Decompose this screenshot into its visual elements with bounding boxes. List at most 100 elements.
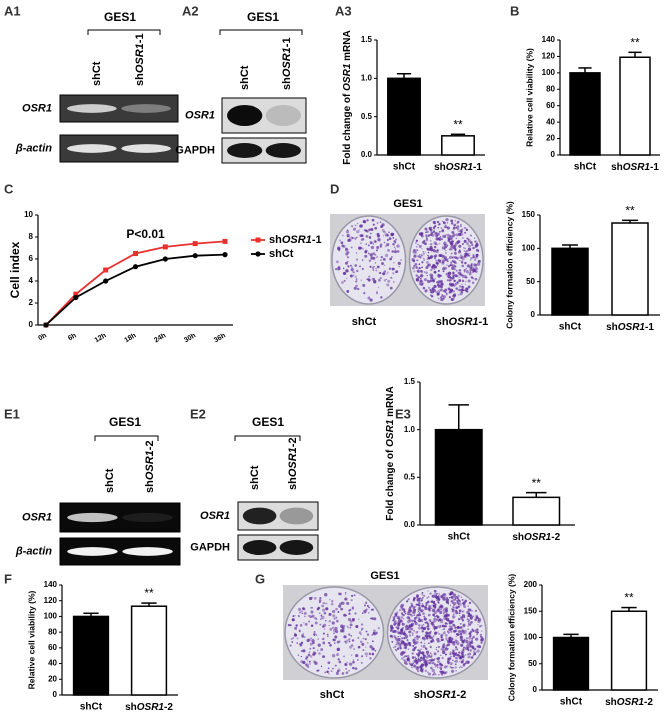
- colony: [337, 247, 341, 251]
- colony: [458, 250, 461, 252]
- colony: [397, 261, 401, 265]
- colony: [450, 261, 453, 264]
- colony: [473, 651, 475, 653]
- colony: [481, 630, 483, 632]
- colony: [452, 255, 455, 259]
- significance: **: [625, 204, 635, 218]
- colony: [446, 623, 448, 625]
- colony: [450, 219, 453, 223]
- colony: [373, 239, 377, 244]
- colony: [412, 606, 416, 609]
- colony: [371, 617, 374, 620]
- colony: [361, 612, 364, 614]
- colony: [425, 236, 428, 239]
- colony: [325, 602, 328, 605]
- colony: [421, 280, 424, 282]
- colony: [398, 608, 402, 612]
- colony: [364, 250, 368, 254]
- colony: [472, 615, 475, 618]
- colony: [359, 224, 362, 227]
- lane-label: shOSR1-2: [287, 437, 299, 490]
- colony: [448, 255, 453, 259]
- colony: [452, 606, 455, 608]
- colony: [451, 266, 455, 270]
- colony: [467, 279, 471, 283]
- colony: [442, 643, 446, 647]
- plate-label: shOSR1-1: [436, 316, 489, 328]
- colony: [431, 673, 434, 676]
- colony: [353, 227, 357, 231]
- colony: [432, 620, 436, 624]
- colony: [434, 592, 438, 596]
- colony: [336, 640, 340, 644]
- colony: [424, 242, 427, 246]
- colony: [455, 287, 458, 290]
- colony: [344, 640, 347, 643]
- colony: [427, 642, 430, 645]
- colony: [452, 226, 456, 230]
- colony: [469, 271, 472, 273]
- colony: [458, 244, 462, 248]
- colony: [416, 637, 419, 640]
- colony: [383, 241, 386, 244]
- colony: [302, 660, 306, 664]
- colony: [398, 639, 400, 642]
- colony: [456, 596, 459, 600]
- colony: [474, 267, 478, 271]
- colony: [409, 662, 411, 665]
- colony: [353, 286, 357, 290]
- colony: [325, 620, 327, 622]
- colony: [360, 633, 362, 635]
- colony: [376, 249, 378, 252]
- y-axis-label: Colony formation efficiency (%): [504, 201, 514, 329]
- colony: [401, 603, 405, 607]
- gel-band: [121, 104, 171, 113]
- colony: [474, 240, 477, 243]
- colony: [348, 638, 351, 641]
- colony: [397, 632, 400, 635]
- colony: [312, 647, 315, 650]
- colony: [424, 289, 428, 293]
- colony: [418, 267, 421, 270]
- colony: [452, 271, 455, 275]
- colony: [366, 633, 370, 636]
- colony: [423, 642, 426, 645]
- colony: [423, 615, 426, 618]
- colony: [464, 639, 467, 642]
- colony: [450, 596, 452, 599]
- colony: [352, 666, 355, 670]
- colony: [464, 275, 467, 277]
- y-tick-label: 8: [29, 232, 34, 241]
- colony: [430, 268, 433, 272]
- y-tick-label: 150: [524, 606, 538, 615]
- colony: [471, 281, 475, 284]
- colony: [462, 623, 466, 627]
- colony: [372, 223, 375, 226]
- colony: [430, 280, 433, 282]
- colony: [431, 638, 435, 642]
- colony: [372, 632, 375, 634]
- colony: [434, 255, 437, 258]
- point: [103, 267, 109, 273]
- colony: [348, 633, 351, 636]
- colony: [344, 593, 347, 596]
- colony: [453, 606, 456, 609]
- colony: [477, 618, 482, 622]
- colony: [424, 669, 427, 672]
- y-tick-label: 0: [533, 685, 538, 694]
- point: [43, 322, 49, 328]
- colony: [438, 242, 441, 245]
- panel-label: C: [4, 181, 14, 196]
- colony: [345, 230, 350, 234]
- colony: [480, 624, 483, 627]
- colony: [473, 650, 475, 652]
- point: [192, 241, 198, 247]
- colony: [424, 621, 427, 624]
- y-tick-label: 120: [44, 596, 58, 605]
- colony: [439, 624, 442, 627]
- point: [222, 238, 228, 244]
- colony: [389, 634, 393, 638]
- colony: [454, 659, 459, 663]
- colony: [431, 607, 433, 610]
- colony: [379, 272, 382, 275]
